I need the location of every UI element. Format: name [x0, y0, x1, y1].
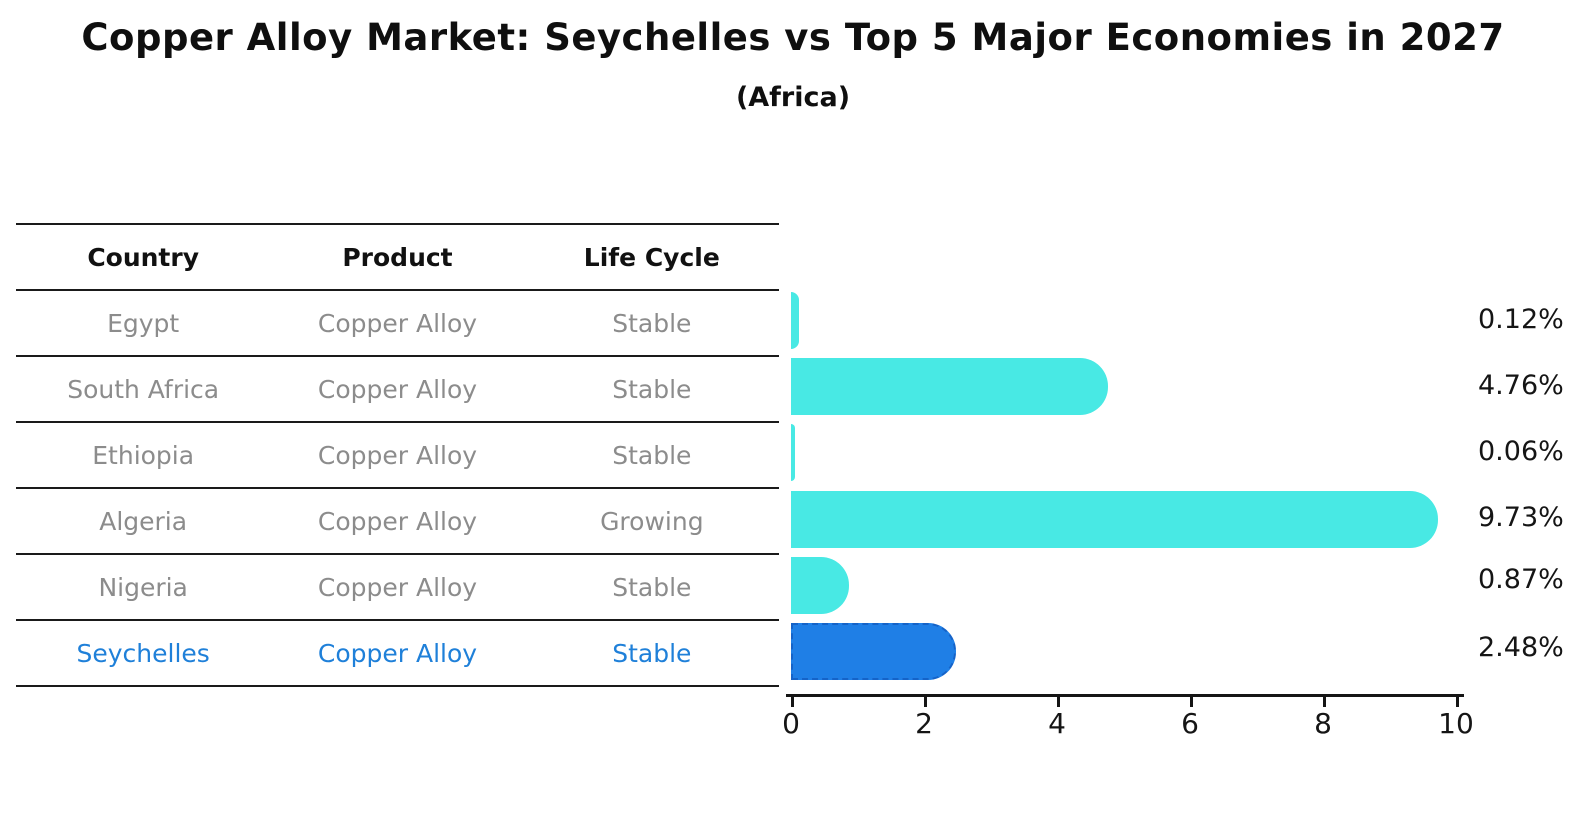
table-row-egypt: Egypt Copper Alloy Stable — [16, 289, 779, 355]
x-axis-tick — [1456, 694, 1459, 707]
column-header-country: Country — [87, 242, 200, 272]
bar-egypt — [791, 292, 799, 349]
x-axis-tick — [924, 694, 927, 707]
country-cell: South Africa — [67, 374, 220, 404]
value-label-egypt: 0.12% — [1478, 304, 1564, 335]
product-cell: Copper Alloy — [317, 638, 478, 668]
value-label-seychelles: 2.48% — [1478, 632, 1564, 663]
x-tick-label: 6 — [1181, 707, 1199, 740]
table-row-south-africa: South Africa Copper Alloy Stable — [16, 355, 779, 421]
lifecycle-cell: Growing — [600, 506, 704, 536]
x-tick-label: 10 — [1438, 707, 1474, 740]
x-tick-label: 8 — [1314, 707, 1332, 740]
x-tick-label: 0 — [782, 707, 800, 740]
column-header-lifecycle: Life Cycle — [583, 242, 720, 272]
country-cell: Algeria — [99, 506, 188, 536]
table-row-nigeria: Nigeria Copper Alloy Stable — [16, 553, 779, 619]
x-tick-label: 2 — [915, 707, 933, 740]
lifecycle-cell: Stable — [612, 440, 692, 470]
x-axis-line — [786, 694, 1464, 697]
lifecycle-cell: Stable — [612, 572, 692, 602]
product-cell: Copper Alloy — [317, 308, 478, 338]
product-cell: Copper Alloy — [317, 572, 478, 602]
bar-ethiopia — [791, 424, 795, 481]
country-cell: Seychelles — [76, 638, 210, 668]
table-row-algeria: Algeria Copper Alloy Growing — [16, 487, 779, 553]
country-cell: Ethiopia — [92, 440, 195, 470]
value-label-south-africa: 4.76% — [1478, 370, 1564, 401]
chart-subtitle: (Africa) — [735, 82, 851, 113]
table-row-seychelles: Seychelles Copper Alloy Stable — [16, 619, 779, 685]
lifecycle-cell: Stable — [612, 374, 692, 404]
product-cell: Copper Alloy — [317, 374, 478, 404]
lifecycle-cell: Stable — [612, 308, 692, 338]
x-tick-label: 4 — [1048, 707, 1066, 740]
country-table: Country Product Life Cycle Egypt Copper … — [16, 223, 779, 687]
value-label-nigeria: 0.87% — [1478, 564, 1564, 595]
lifecycle-cell: Stable — [612, 638, 692, 668]
table-header-row: Country Product Life Cycle — [16, 223, 779, 289]
bar-nigeria — [791, 557, 849, 614]
column-header-product: Product — [342, 242, 453, 272]
country-cell: Egypt — [107, 308, 180, 338]
bar-south-africa — [791, 358, 1108, 415]
x-axis-tick — [791, 694, 794, 707]
bar-algeria — [791, 491, 1438, 548]
product-cell: Copper Alloy — [317, 440, 478, 470]
x-axis-tick — [1190, 694, 1193, 707]
bar-seychelles — [791, 623, 956, 680]
value-label-ethiopia: 0.06% — [1478, 436, 1564, 467]
product-cell: Copper Alloy — [317, 506, 478, 536]
value-label-algeria: 9.73% — [1478, 502, 1564, 533]
table-row-ethiopia: Ethiopia Copper Alloy Stable — [16, 421, 779, 487]
x-axis-tick — [1323, 694, 1326, 707]
country-cell: Nigeria — [98, 572, 188, 602]
x-axis-tick — [1057, 694, 1060, 707]
chart-title: Copper Alloy Market: Seychelles vs Top 5… — [81, 16, 1505, 59]
